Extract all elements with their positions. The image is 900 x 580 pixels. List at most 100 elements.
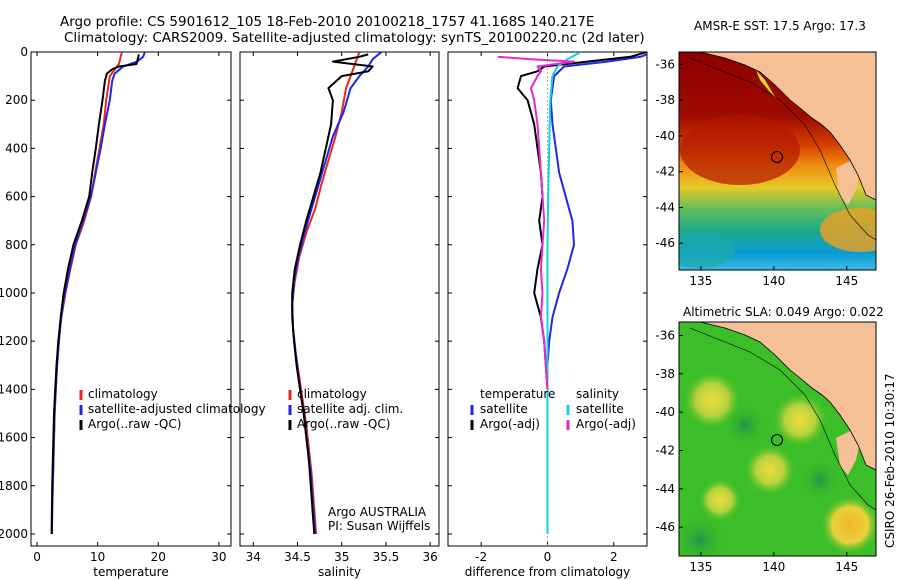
x-tick-label: 2 [610, 550, 618, 564]
series-line-salinity-argo-adj [497, 55, 575, 390]
legend-label: satellite [480, 402, 528, 416]
sla-high-2 [772, 392, 828, 448]
map-x-tick-label: 135 [689, 560, 712, 574]
series-line-salinity-satellite [546, 52, 582, 534]
map-x-tick-label: 140 [762, 274, 785, 288]
map-y-tick-label: -38 [655, 367, 675, 381]
legend-label: climatology [88, 387, 158, 401]
x-tick-label: 0 [544, 550, 552, 564]
x-tick-label: 34.5 [284, 550, 311, 564]
map-x-tick-label: 140 [762, 560, 785, 574]
sst-land-island [836, 160, 860, 205]
legend-group-title: salinity [576, 387, 619, 401]
map-y-tick-label: -44 [655, 200, 675, 214]
figure-title-line2: Climatology: CARS2009. Satellite-adjuste… [64, 30, 645, 46]
credit-stamp: CSIRO 26-Feb-2010 10:30:17 [883, 373, 897, 548]
map-y-tick-label: -36 [655, 328, 675, 342]
x-tick-label: 20 [151, 550, 166, 564]
legend-label: satellite-adjusted climatology [88, 402, 266, 416]
map-y-tick-label: -44 [655, 482, 675, 496]
sla-land [700, 322, 876, 470]
map-y-tick-label: -42 [655, 444, 675, 458]
series-line-temperature-satellite [546, 53, 647, 534]
sst-argo-marker [770, 150, 784, 164]
x-tick-label: 34 [246, 550, 261, 564]
sla-argo-marker [770, 433, 784, 447]
y-tick-label: 1400 [0, 382, 28, 396]
map-y-tick-label: -36 [655, 58, 675, 72]
panel-frame [30, 51, 232, 547]
profile-panel-2: 34 34.5 35 35.5 36 salinity climatologysatelli… [239, 51, 440, 579]
series-line-climatology [50, 52, 123, 535]
y-tick-label: 1600 [0, 431, 28, 445]
x-axis-label: temperature [93, 565, 168, 579]
map-x-tick-label: 135 [689, 274, 712, 288]
sst-cool-patch [820, 208, 876, 252]
map-y-tick-label: -46 [655, 520, 675, 534]
sla-coastline [699, 322, 876, 471]
sst-coastal-strip [756, 70, 776, 98]
y-tick-label: 1800 [0, 479, 28, 493]
sst-shelf-contour [689, 57, 876, 241]
map-y-tick-label: -40 [655, 129, 675, 143]
sst-map-ticks: 135 140 145 -36 -38 -40 -42 -44 -46 [655, 58, 858, 288]
map-y-tick-label: -40 [655, 405, 675, 419]
sla-high-4 [820, 495, 876, 555]
y-tick-label: 1000 [0, 286, 28, 300]
sla-map-ticks: 135 140 145 -36 -38 -40 -42 -44 -46 [655, 328, 858, 574]
panel-annotation: Argo AUSTRALIA [328, 505, 427, 519]
x-tick-label: 35.5 [373, 550, 400, 564]
sla-low-3 [800, 460, 840, 500]
map-x-tick-label: 145 [835, 560, 858, 574]
legend-label: Argo(..raw -QC) [297, 417, 390, 431]
map-y-tick-label: -42 [655, 165, 675, 179]
sst-map-title: AMSR-E SST: 17.5 Argo: 17.3 [694, 19, 866, 33]
sla-low-2 [679, 514, 726, 556]
x-axis-label: difference from climatology [465, 565, 631, 579]
legend-label: Argo(-adj) [480, 417, 540, 431]
y-tick-label: 0 [20, 45, 28, 59]
legend-label: satellite adj. clim. [297, 402, 403, 416]
sla-low-1 [723, 403, 767, 447]
y-tick-label: 1200 [0, 334, 28, 348]
sla-shelf-contour [689, 327, 876, 511]
x-tick-label: 35 [334, 550, 349, 564]
x-tick-label: 30 [211, 550, 226, 564]
sla-land-island [836, 430, 860, 475]
y-tick-label: 2000 [0, 527, 28, 541]
y-tick-label: 800 [5, 238, 28, 252]
series-line-argo-raw-qc [291, 53, 374, 535]
sst-map-frame [678, 51, 877, 271]
x-tick-label: 36 [423, 550, 438, 564]
x-tick-label: 10 [90, 550, 105, 564]
y-tick-label: 200 [5, 93, 28, 107]
panel-annotation: PI: Susan Wijffels [328, 519, 430, 533]
legend-label: satellite [576, 402, 624, 416]
legend-group-title: temperature [480, 387, 555, 401]
series-line-satellite-adj-clim [291, 52, 383, 535]
legend-label: climatology [297, 387, 367, 401]
sla-high-3 [744, 444, 796, 496]
legend-label: Argo(..raw -QC) [88, 417, 181, 431]
x-axis-label: salinity [318, 565, 361, 579]
sst-coastline [699, 52, 876, 201]
sla-map-panel: Altimetric SLA: 0.049 Argo: 0.022 135 140… [655, 305, 883, 574]
figure-title-line1: Argo profile: CS 5901612_105 18-Feb-2010… [60, 14, 594, 30]
sla-map-title: Altimetric SLA: 0.049 Argo: 0.022 [683, 305, 884, 319]
sla-high-5 [698, 478, 742, 522]
sst-cold-patch [679, 232, 735, 268]
series-line-argo-raw-qc [50, 54, 140, 535]
series-group [497, 52, 647, 534]
map-y-tick-label: -46 [655, 236, 675, 250]
map-x-tick-label: 145 [835, 274, 858, 288]
profile-panel-1: 0 200 400 600 800 1000 1200 1400 1600 1800 2000 0 10… [0, 45, 266, 579]
sla-map-frame [678, 321, 877, 557]
series-group [50, 52, 146, 535]
map-y-tick-label: -38 [655, 93, 675, 107]
sst-land [700, 52, 876, 200]
y-tick-label: 400 [5, 141, 28, 155]
x-tick-label: -2 [475, 550, 487, 564]
legend-label: Argo(-adj) [576, 417, 636, 431]
